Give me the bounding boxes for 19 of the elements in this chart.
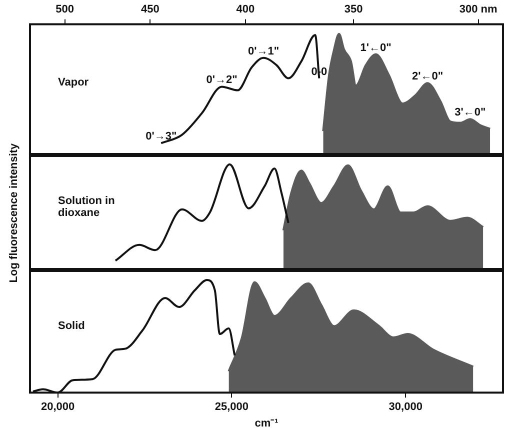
x-tick-label: 20,000 bbox=[40, 401, 75, 414]
x-tick-label: 30,000 bbox=[388, 401, 422, 414]
x-tick-label: 25,000 bbox=[214, 401, 249, 414]
annotation: 0'→1" bbox=[248, 45, 280, 58]
annotation: 3'←0" bbox=[454, 106, 486, 119]
annotation: 1'←0" bbox=[360, 42, 392, 54]
annotation: 2'←0" bbox=[412, 70, 444, 83]
x2-tick-label: 450 bbox=[140, 4, 160, 16]
y-axis-title: Log fluorescence intensity bbox=[8, 142, 20, 282]
annotation: Solid bbox=[58, 320, 85, 332]
annotation: Vapor bbox=[58, 76, 90, 89]
annotation: 0'→3" bbox=[146, 130, 177, 143]
x2-tick-label: 300 nm bbox=[459, 4, 498, 16]
annotation: 0'→2" bbox=[206, 74, 238, 86]
x2-tick-label: 400 bbox=[236, 4, 255, 16]
x2-tick-label: 500 bbox=[56, 4, 74, 16]
x-axis-title: cm⁻¹ bbox=[254, 417, 279, 430]
annotation: Solution in dioxane bbox=[58, 194, 116, 219]
x2-tick-label: 350 bbox=[344, 4, 363, 16]
